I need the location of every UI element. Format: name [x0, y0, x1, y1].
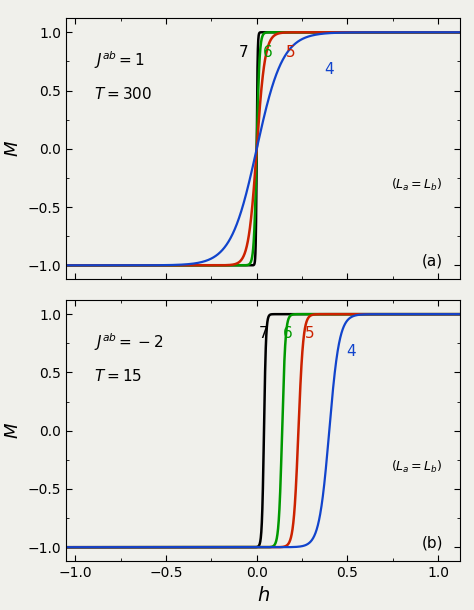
Text: $J^{ab}=-2$: $J^{ab}=-2$ — [94, 331, 164, 353]
Text: 4: 4 — [346, 344, 356, 359]
Text: $T=300$: $T=300$ — [94, 86, 152, 102]
Text: 6: 6 — [263, 45, 273, 60]
Text: 5: 5 — [304, 326, 314, 342]
Y-axis label: $M$: $M$ — [4, 140, 22, 157]
Text: 7: 7 — [259, 326, 269, 342]
X-axis label: $h$: $h$ — [256, 586, 270, 605]
Y-axis label: $M$: $M$ — [4, 422, 22, 439]
Text: $T=15$: $T=15$ — [94, 368, 142, 384]
Text: 6: 6 — [283, 326, 292, 342]
Text: $(L_a=L_b)$: $(L_a=L_b)$ — [391, 459, 442, 475]
Text: 4: 4 — [324, 62, 334, 77]
Text: 7: 7 — [239, 45, 249, 60]
Text: (a): (a) — [422, 254, 443, 268]
Text: (b): (b) — [421, 536, 443, 550]
Text: $(L_a=L_b)$: $(L_a=L_b)$ — [391, 178, 442, 193]
Text: $J^{ab}=1$: $J^{ab}=1$ — [94, 49, 145, 71]
Text: 5: 5 — [286, 45, 296, 60]
